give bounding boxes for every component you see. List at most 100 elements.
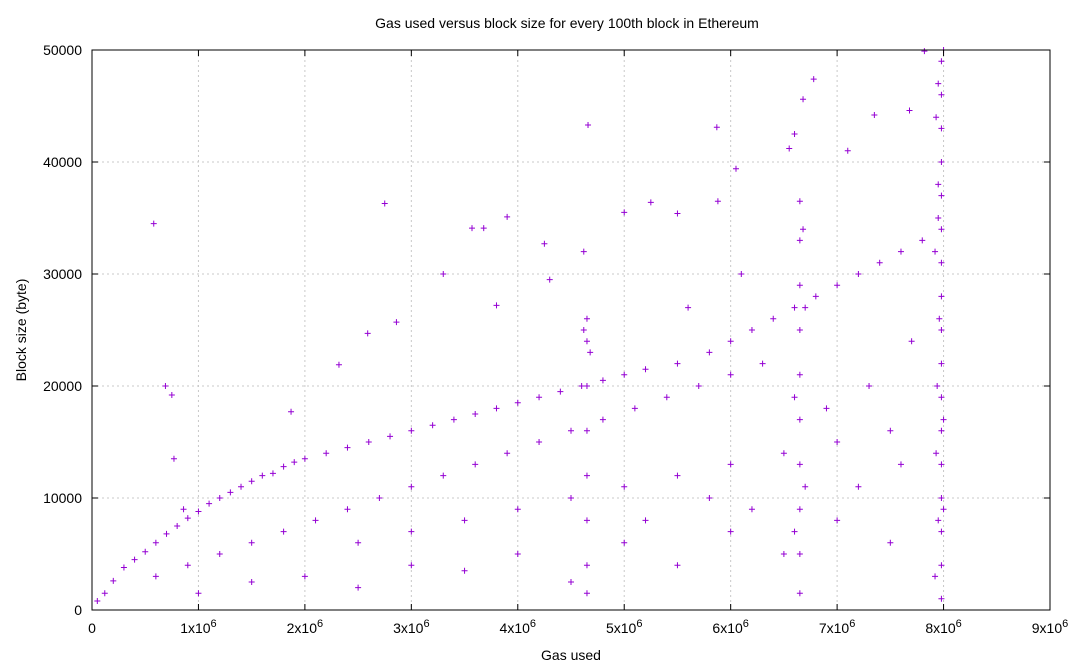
data-point <box>796 327 803 333</box>
x-tick-label: 1x106 <box>180 618 216 636</box>
data-point <box>514 399 521 406</box>
data-point <box>647 199 654 206</box>
data-point <box>823 405 830 412</box>
data-point <box>834 517 841 524</box>
data-point <box>791 131 798 137</box>
data-point <box>408 483 415 490</box>
data-point <box>786 145 793 152</box>
data-point <box>938 125 945 132</box>
data-point <box>472 461 479 468</box>
data-point <box>472 411 479 417</box>
data-point <box>493 405 500 412</box>
data-point <box>131 556 138 563</box>
data-point <box>802 483 809 490</box>
data-point <box>195 508 202 515</box>
data-point <box>738 271 745 277</box>
data-point <box>291 459 298 466</box>
y-tick-label: 0 <box>74 602 82 618</box>
data-point <box>727 338 734 345</box>
data-point <box>938 159 945 165</box>
data-point <box>934 383 941 389</box>
data-point <box>906 107 913 114</box>
data-point <box>568 495 574 501</box>
data-point <box>796 590 803 597</box>
data-point <box>355 584 362 591</box>
data-point <box>933 114 940 121</box>
data-point <box>642 517 649 524</box>
data-point <box>514 551 521 557</box>
data-point <box>935 80 942 87</box>
data-point <box>469 225 476 232</box>
data-point <box>162 383 169 389</box>
data-point <box>938 293 945 300</box>
data-point <box>938 427 945 434</box>
data-point <box>713 124 720 131</box>
data-point <box>897 461 904 468</box>
data-point <box>759 360 766 367</box>
y-tick-label: 50000 <box>43 42 82 58</box>
data-point <box>938 394 945 401</box>
data-point <box>812 293 819 300</box>
data-point <box>440 271 447 277</box>
data-point <box>152 539 159 546</box>
data-point <box>938 461 945 468</box>
data-point <box>674 472 681 479</box>
data-point <box>381 200 388 207</box>
data-point <box>568 427 574 434</box>
data-point <box>727 461 734 468</box>
data-point <box>780 450 787 457</box>
data-point <box>280 528 287 535</box>
data-point <box>796 461 803 468</box>
data-point <box>280 463 287 470</box>
data-point <box>844 147 851 154</box>
data-point <box>933 450 940 457</box>
data-point <box>583 517 590 524</box>
data-point <box>770 315 777 322</box>
data-point <box>908 338 915 345</box>
data-point <box>887 427 894 434</box>
data-point <box>938 562 945 569</box>
x-tick-label: 0 <box>88 620 96 636</box>
data-point <box>897 248 904 255</box>
data-point <box>184 515 191 522</box>
data-point <box>206 500 213 507</box>
data-point <box>163 530 170 537</box>
data-point <box>195 590 202 597</box>
data-point <box>938 91 945 98</box>
data-point <box>583 338 590 345</box>
data-point <box>184 562 191 569</box>
data-point <box>796 198 803 205</box>
data-point <box>796 416 803 423</box>
data-point <box>935 517 942 524</box>
data-point <box>855 483 862 490</box>
data-point <box>461 517 468 524</box>
data-point <box>408 528 415 535</box>
data-point <box>408 562 415 569</box>
x-tick-label: 7x106 <box>819 618 855 636</box>
data-point <box>387 433 394 440</box>
data-point <box>796 551 803 557</box>
data-point <box>938 192 945 199</box>
data-point <box>748 327 755 333</box>
data-point <box>216 551 223 557</box>
data-point <box>152 573 159 580</box>
data-point <box>180 506 187 513</box>
data-point <box>935 181 942 188</box>
data-point <box>583 383 590 389</box>
data-point <box>791 304 798 311</box>
data-point <box>248 539 255 546</box>
data-point <box>599 416 606 423</box>
data-point <box>170 455 177 462</box>
x-tick-label: 2x106 <box>287 618 323 636</box>
data-point <box>936 315 943 322</box>
data-point <box>301 455 308 462</box>
data-point <box>938 528 945 535</box>
data-point <box>791 394 798 401</box>
data-point <box>583 590 590 597</box>
data-point <box>541 240 548 247</box>
data-point <box>706 495 713 501</box>
y-tick-label: 40000 <box>43 154 82 170</box>
data-point <box>834 282 841 289</box>
data-point <box>536 394 543 401</box>
data-point <box>585 122 592 129</box>
